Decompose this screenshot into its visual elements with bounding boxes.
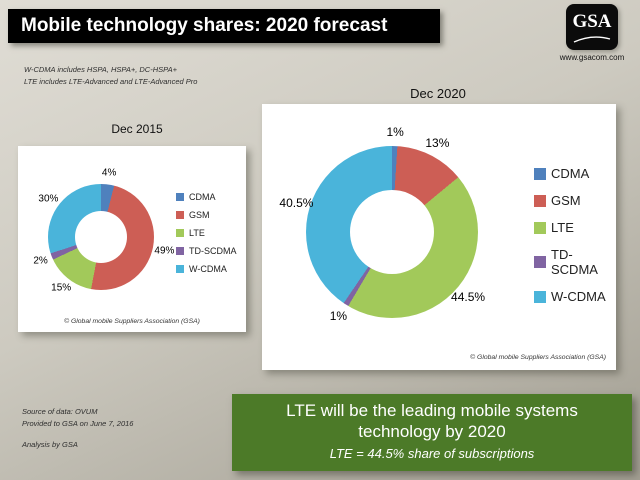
slice-value-label: 44.5% [451, 289, 486, 304]
legend-item-cdma: CDMA [534, 166, 616, 181]
legend-swatch-tdscdma [176, 247, 184, 255]
legend-2020: CDMA GSM LTE TD-SCDMA W-CDMA [534, 166, 616, 316]
donut-chart-2015: 4% 49% 15% 2% 30% [33, 167, 174, 294]
source-line-1: Source of data: OVUM [22, 407, 98, 416]
slice-value-label: 2% [33, 255, 48, 267]
chart-title-2020: Dec 2020 [410, 86, 466, 101]
slice-value-label: 49% [154, 245, 175, 257]
legend-swatch-gsm [534, 194, 546, 207]
legend-label-cdma: CDMA [189, 192, 216, 202]
legend-label-wcdma: W-CDMA [189, 264, 227, 274]
title-bar: Mobile technology shares: 2020 forecast [8, 9, 440, 43]
legend-item-gsm: GSM [176, 210, 237, 220]
legend-swatch-wcdma [534, 290, 546, 303]
legend-label-lte: LTE [551, 220, 574, 235]
callout-headline: LTE will be the leading mobile systems t… [286, 401, 578, 442]
slice-value-label: 4% [101, 167, 117, 179]
source-line-3: Analysis by GSA [22, 440, 78, 449]
chart-2015: 4% 49% 15% 2% 30% CDMA GSM LTE TD-SCDMA W-CD… [18, 146, 246, 332]
gsa-logo: GSA [566, 4, 618, 50]
callout-subline: LTE = 44.5% share of subscriptions [329, 445, 535, 461]
legend-label-gsm: GSM [189, 210, 210, 220]
legend-swatch-cdma [534, 167, 546, 180]
slide-title: Mobile technology shares: 2020 forecast [21, 15, 388, 36]
footnote-definitions: W-CDMA includes HSPA, HSPA+, DC-HSPA+ LT… [24, 64, 197, 89]
legend-label-wcdma: W-CDMA [551, 289, 606, 304]
chart-2020: 1% 13% 44.5% 1% 40.5% CDMA GSM LTE TD-SCDMA … [262, 104, 616, 370]
slice-value-label: 40.5% [279, 195, 314, 210]
slice-value-label: 1% [386, 125, 404, 140]
legend-label-gsm: GSM [551, 193, 581, 208]
note-wcdma: W-CDMA includes HSPA, HSPA+, DC-HSPA+ [24, 65, 177, 74]
chart-title-2015: Dec 2015 [111, 122, 163, 136]
legend-2015: CDMA GSM LTE TD-SCDMA W-CDMA [176, 192, 237, 282]
slice-value-label: 30% [38, 193, 59, 205]
website-url: www.gsacom.com [559, 53, 625, 62]
gsa-logo-text: GSA [572, 11, 612, 32]
legend-item-wcdma: W-CDMA [176, 264, 237, 274]
legend-item-cdma: CDMA [176, 192, 237, 202]
spacer [22, 430, 133, 439]
slice-value-label: 15% [51, 282, 72, 294]
legend-item-tdscdma: TD-SCDMA [176, 246, 237, 256]
legend-item-tdscdma: TD-SCDMA [534, 247, 616, 277]
gsa-logo-swoosh-icon [573, 36, 611, 43]
copyright-note-2015: © Global mobile Suppliers Association (G… [64, 318, 200, 325]
legend-item-lte: LTE [176, 228, 237, 238]
legend-swatch-lte [176, 229, 184, 237]
legend-item-wcdma: W-CDMA [534, 289, 616, 304]
legend-swatch-gsm [176, 211, 184, 219]
source-note: Source of data: OVUM Provided to GSA on … [22, 406, 133, 451]
legend-swatch-tdscdma [534, 256, 546, 268]
copyright-note-2020: © Global mobile Suppliers Association (G… [470, 354, 606, 361]
legend-label-lte: LTE [189, 228, 205, 238]
legend-label-tdscdma: TD-SCDMA [551, 247, 598, 277]
note-lte: LTE includes LTE-Advanced and LTE-Advanc… [24, 77, 198, 87]
legend-label-tdscdma: TD-SCDMA [189, 246, 237, 256]
legend-swatch-wcdma [176, 265, 184, 273]
legend-label-cdma: CDMA [551, 166, 590, 181]
legend-swatch-lte [534, 221, 546, 234]
donut-chart-2020: 1% 13% 44.5% 1% 40.5% [279, 125, 485, 323]
callout-box: LTE will be the leading mobile systems t… [232, 394, 632, 471]
legend-item-gsm: GSM [534, 193, 616, 208]
slice-value-label: 13% [425, 135, 450, 150]
legend-item-lte: LTE [534, 220, 616, 235]
source-line-2: Provided to GSA on June 7, 2016 [22, 419, 134, 428]
slice-value-label: 1% [329, 309, 348, 324]
legend-swatch-cdma [176, 193, 184, 201]
